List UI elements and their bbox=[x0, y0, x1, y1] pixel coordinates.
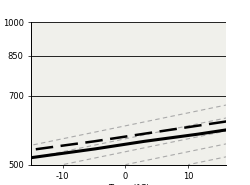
Y-axis label: MB: MB bbox=[0, 87, 1, 100]
X-axis label: Temp (°C): Temp (°C) bbox=[108, 184, 149, 185]
